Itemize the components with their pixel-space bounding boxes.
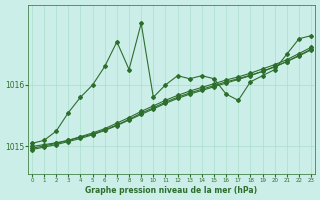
X-axis label: Graphe pression niveau de la mer (hPa): Graphe pression niveau de la mer (hPa) xyxy=(85,186,258,195)
